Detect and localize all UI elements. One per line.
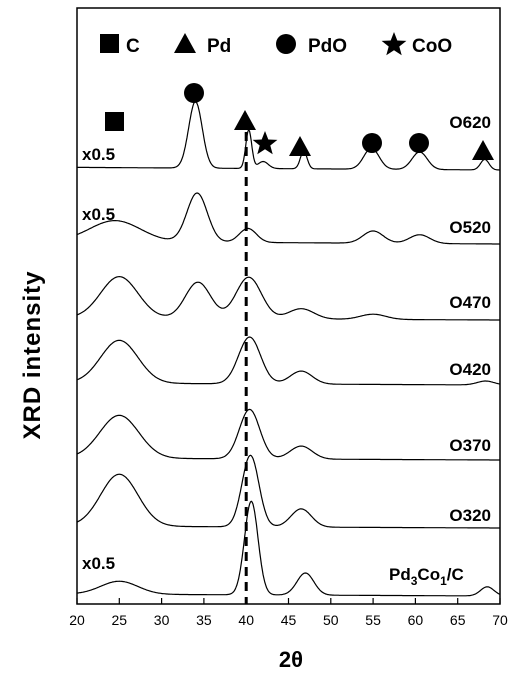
series-label: O370 <box>449 436 491 455</box>
marker-c-square <box>105 112 124 131</box>
legend-label-c: C <box>126 36 140 57</box>
marker-coo-star-42 <box>252 131 278 155</box>
series-multiplier: x0.5 <box>82 554 115 573</box>
series-line-o620 <box>77 100 500 171</box>
plot-frame <box>76 7 501 605</box>
marker-pd-triangle-68 <box>472 140 494 160</box>
x-tick-label: 65 <box>450 612 466 628</box>
series-label: O620 <box>449 113 491 132</box>
marker-pdo-circle-55 <box>362 133 382 153</box>
series-line-o520 <box>76 192 500 245</box>
series-line-o470 <box>76 275 500 321</box>
series-label: Pd3Co1/C <box>389 565 464 588</box>
legend-label-pdo: PdO <box>308 36 347 57</box>
marker-pd-triangle-40 <box>234 110 256 130</box>
series-group <box>76 100 501 597</box>
phase-markers <box>105 83 494 160</box>
x-axis: 20 25 30 35 40 45 50 55 60 65 70 <box>69 598 508 628</box>
series-label: O320 <box>449 506 491 525</box>
marker-pd-triangle-47 <box>289 136 311 156</box>
x-tick-label: 35 <box>196 612 212 628</box>
legend: C Pd PdO CoO <box>100 32 452 57</box>
x-tick-label: 45 <box>281 612 297 628</box>
x-tick-label: 50 <box>323 612 339 628</box>
x-axis-title: 2θ <box>279 647 303 672</box>
series-line-o420 <box>76 336 501 386</box>
series-line-pd3co1c <box>76 500 501 597</box>
legend-symbol-star <box>381 32 407 56</box>
legend-symbol-triangle <box>174 33 196 53</box>
series-labels: O620 x0.5 O520 x0.5 O470 O420 O370 O320 Pd3Co1/C… <box>82 113 491 588</box>
legend-label-pd: Pd <box>207 36 231 57</box>
x-tick-label: 20 <box>69 612 85 628</box>
legend-symbol-circle <box>276 34 296 54</box>
series-line-o320 <box>76 454 500 529</box>
series-label: O470 <box>449 293 491 312</box>
x-tick-label: 40 <box>238 612 254 628</box>
x-tick-label: 25 <box>112 612 128 628</box>
legend-symbol-square <box>100 34 119 53</box>
y-axis-title: XRD intensity <box>19 270 46 439</box>
x-tick-label: 30 <box>154 612 170 628</box>
series-label: O520 <box>449 218 491 237</box>
series-label: O420 <box>449 360 491 379</box>
x-tick-label: 60 <box>408 612 424 628</box>
series-line-o370 <box>76 408 500 461</box>
series-multiplier: x0.5 <box>82 145 115 164</box>
x-tick-label: 55 <box>365 612 381 628</box>
legend-label-coo: CoO <box>412 36 452 57</box>
series-multiplier: x0.5 <box>82 205 115 224</box>
x-tick-label: 70 <box>492 612 508 628</box>
marker-pdo-circle-60 <box>409 133 429 153</box>
marker-pdo-circle-34 <box>184 83 204 103</box>
